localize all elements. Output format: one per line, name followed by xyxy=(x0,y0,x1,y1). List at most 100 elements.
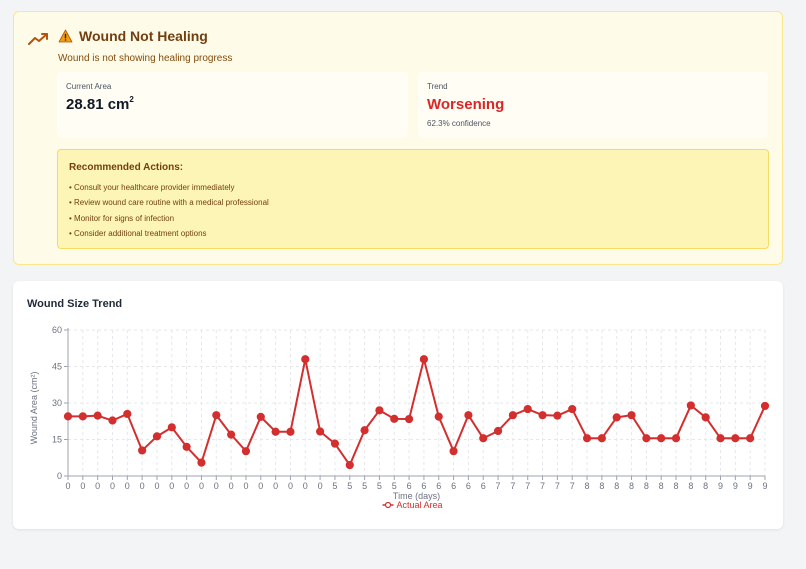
data-point xyxy=(301,355,310,364)
action-item: • Review wound care routine with a medic… xyxy=(69,198,269,208)
data-point xyxy=(360,426,369,435)
unit-superscript: 2 xyxy=(129,95,134,104)
data-point xyxy=(404,414,414,424)
data-point xyxy=(227,430,236,439)
data-point xyxy=(671,434,681,443)
data-point xyxy=(657,434,666,443)
wound-size-trend-card: Wound Size Trend 0 15 30 45 60 0 0 0 0 0 0 0 0 0 0 0 0 0 0… xyxy=(13,281,783,529)
data-point xyxy=(241,447,251,456)
x-tick-label: 0 xyxy=(214,481,219,491)
data-point xyxy=(197,458,206,467)
x-tick-label: 0 xyxy=(80,481,85,491)
x-tick-label: 0 xyxy=(154,481,159,491)
alert-header: Wound Not Healing xyxy=(58,28,208,44)
action-item: • Monitor for signs of infection xyxy=(69,213,175,223)
x-tick-label: 8 xyxy=(644,481,649,491)
data-point xyxy=(746,434,755,443)
data-point xyxy=(123,409,132,419)
recommended-actions-list: • Consult your healthcare provider immed… xyxy=(69,180,269,241)
x-tick-label: 8 xyxy=(688,481,693,491)
x-tick-label: 7 xyxy=(525,481,530,491)
x-tick-label: 7 xyxy=(555,481,560,491)
data-point xyxy=(508,411,517,420)
action-item: • Consult your healthcare provider immed… xyxy=(69,183,235,192)
data-point xyxy=(212,411,221,420)
data-point xyxy=(553,411,562,420)
recommended-actions-title: Recommended Actions: xyxy=(69,162,184,173)
data-point xyxy=(330,439,340,448)
trend-panel: Trend Worsening 62.3% confidence xyxy=(418,72,768,138)
y-tick-label: 30 xyxy=(52,398,62,408)
data-point xyxy=(597,434,606,443)
data-point xyxy=(152,432,162,441)
trend-label: Trend xyxy=(427,82,448,91)
x-tick-label: 8 xyxy=(703,481,708,491)
healing-alert-card: Wound Not Healing Wound is not showing h… xyxy=(13,11,783,265)
action-item: • Consider additional treatment options xyxy=(69,228,207,238)
x-tick-label: 8 xyxy=(585,481,590,491)
alert-title: Wound Not Healing xyxy=(79,28,208,44)
trending-up-icon xyxy=(28,33,48,45)
data-point xyxy=(523,404,532,414)
x-tick-label: 0 xyxy=(125,481,130,491)
data-point xyxy=(78,412,87,421)
recommended-actions-box: Recommended Actions: • Consult your heal… xyxy=(57,149,769,249)
x-tick-label: 8 xyxy=(629,481,634,491)
data-point xyxy=(434,412,443,421)
x-tick-label: 0 xyxy=(110,481,115,491)
data-point xyxy=(686,401,695,410)
legend-marker xyxy=(384,501,392,509)
x-tick-label: 8 xyxy=(659,481,664,491)
data-point xyxy=(642,434,651,443)
data-point xyxy=(449,447,458,456)
x-tick-label: 0 xyxy=(169,481,174,491)
x-tick-label: 0 xyxy=(288,481,293,491)
x-tick-label: 6 xyxy=(421,481,426,491)
x-tick-label: 5 xyxy=(362,481,367,491)
x-tick-label: 6 xyxy=(481,481,486,491)
x-tick-label: 5 xyxy=(332,481,337,491)
data-point xyxy=(93,411,102,420)
x-tick-label: 7 xyxy=(496,481,501,491)
x-tick-label: 0 xyxy=(243,481,248,491)
data-point xyxy=(760,401,770,411)
x-tick-label: 0 xyxy=(184,481,189,491)
data-point xyxy=(345,460,354,470)
y-tick-label: 0 xyxy=(57,471,62,481)
data-point xyxy=(256,412,265,421)
data-point xyxy=(316,427,325,436)
series-line xyxy=(68,358,766,467)
x-tick-label: 0 xyxy=(303,481,308,491)
data-point xyxy=(627,411,636,420)
data-point xyxy=(716,434,725,443)
data-point xyxy=(464,411,473,420)
x-tick-label: 0 xyxy=(65,481,70,491)
trend-value: Worsening xyxy=(427,96,505,113)
x-tick-label: 9 xyxy=(748,481,753,491)
data-point xyxy=(271,427,280,436)
data-point xyxy=(286,427,295,436)
y-tick-label: 60 xyxy=(52,325,62,335)
data-point xyxy=(538,411,547,420)
current-area-label: Current Area xyxy=(66,82,112,91)
x-tick-label: 7 xyxy=(510,481,515,491)
data-point xyxy=(493,426,503,436)
x-tick-label: 8 xyxy=(674,481,679,491)
data-point xyxy=(63,412,73,421)
x-tick-label: 5 xyxy=(377,481,382,491)
data-point xyxy=(479,434,488,443)
data-point xyxy=(612,413,621,422)
x-tick-label: 6 xyxy=(451,481,456,491)
alert-subtitle: Wound is not showing healing progress xyxy=(58,53,233,64)
data-point xyxy=(390,414,399,423)
trend-confidence: 62.3% confidence xyxy=(427,119,491,128)
data-point xyxy=(568,404,577,414)
data-point xyxy=(419,355,429,364)
y-tick-label: 15 xyxy=(52,435,62,445)
x-tick-label: 6 xyxy=(466,481,471,491)
x-tick-label: 8 xyxy=(614,481,619,491)
data-point xyxy=(701,413,710,422)
x-tick-label: 0 xyxy=(95,481,100,491)
x-tick-label: 0 xyxy=(273,481,278,491)
